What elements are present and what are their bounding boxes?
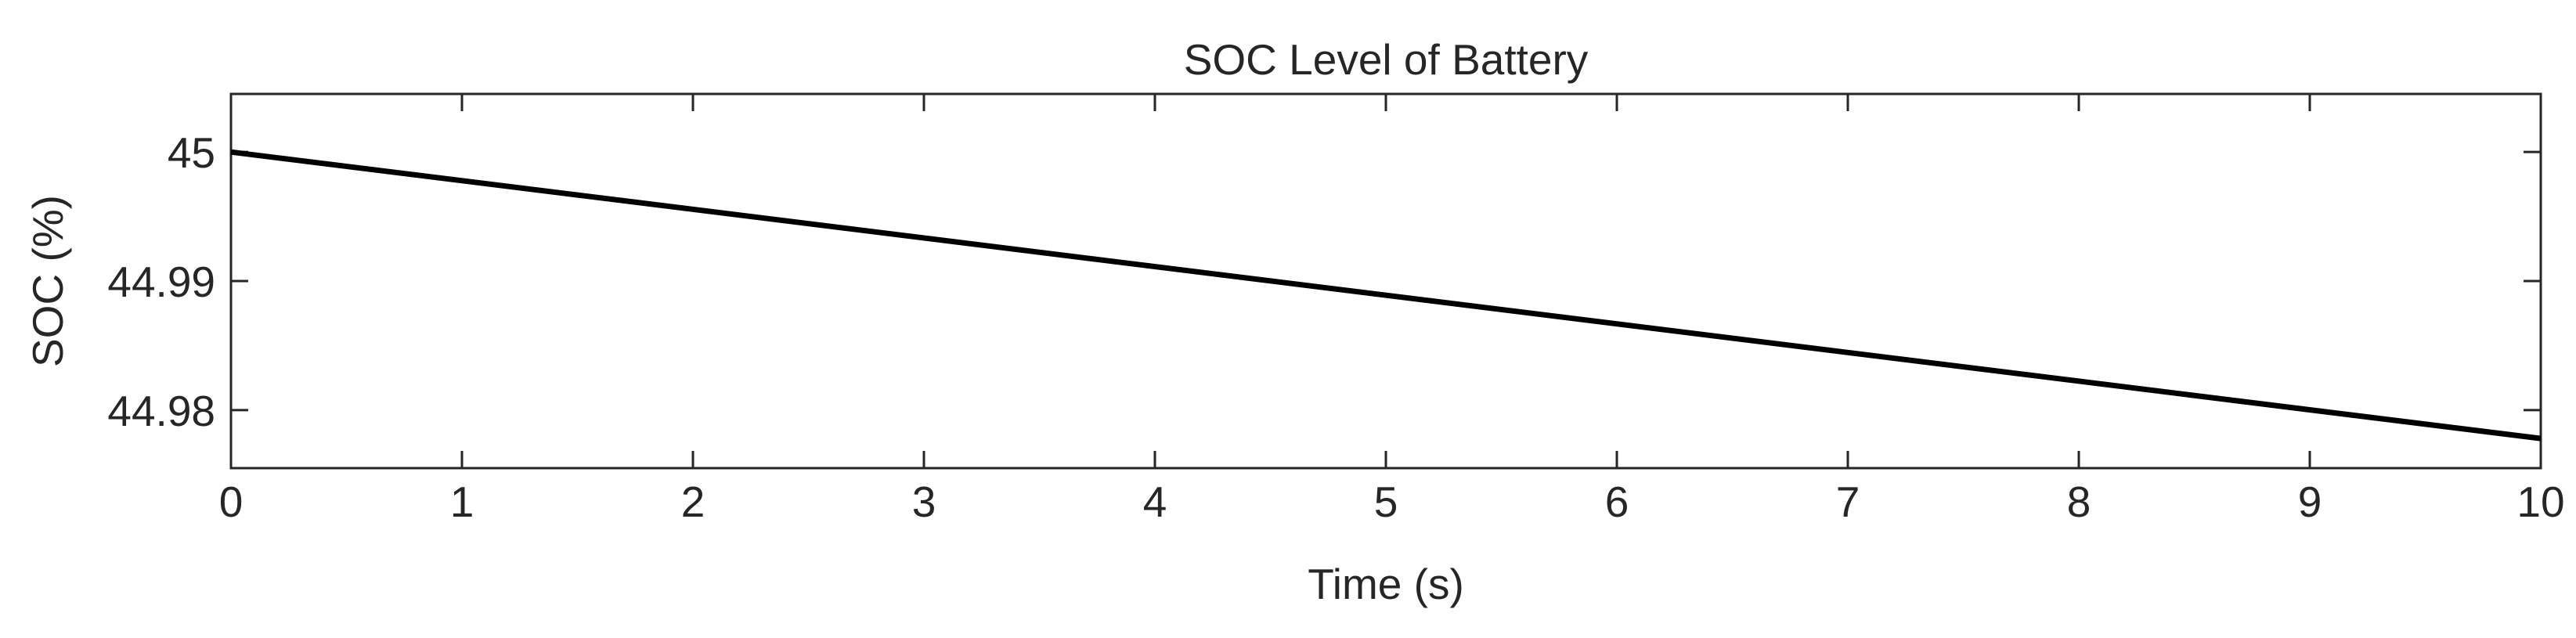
x-tick-label: 1	[450, 478, 474, 526]
y-ticks: 44.98 44.99 45	[107, 128, 2541, 435]
plot-frame	[229, 92, 2542, 470]
x-tick-label: 4	[1143, 478, 1167, 526]
x-tick-label: 9	[2298, 478, 2322, 526]
x-tick-label: 0	[219, 478, 244, 526]
x-tick-label: 5	[1374, 478, 1398, 526]
x-tick-label: 6	[1605, 478, 1629, 526]
y-tick-label: 44.98	[107, 387, 215, 435]
chart-title: SOC Level of Battery	[1184, 35, 1589, 84]
series-layer	[230, 149, 2542, 442]
x-tick-label: 7	[1836, 478, 1860, 526]
x-tick-label: 2	[681, 478, 705, 526]
x-tick-label: 10	[2516, 478, 2564, 526]
x-axis-label: Time (s)	[1308, 560, 1464, 608]
y-tick-label: 45	[168, 128, 215, 177]
y-axis-label: SOC (%)	[23, 195, 72, 367]
y-tick-label: 44.99	[107, 258, 215, 306]
series-line-soc	[230, 149, 2542, 442]
x-tick-label: 3	[912, 478, 936, 526]
x-ticks: 0 1 2 3 4 5 6 7 8 9 10	[219, 94, 2565, 526]
x-tick-label: 8	[2067, 478, 2091, 526]
